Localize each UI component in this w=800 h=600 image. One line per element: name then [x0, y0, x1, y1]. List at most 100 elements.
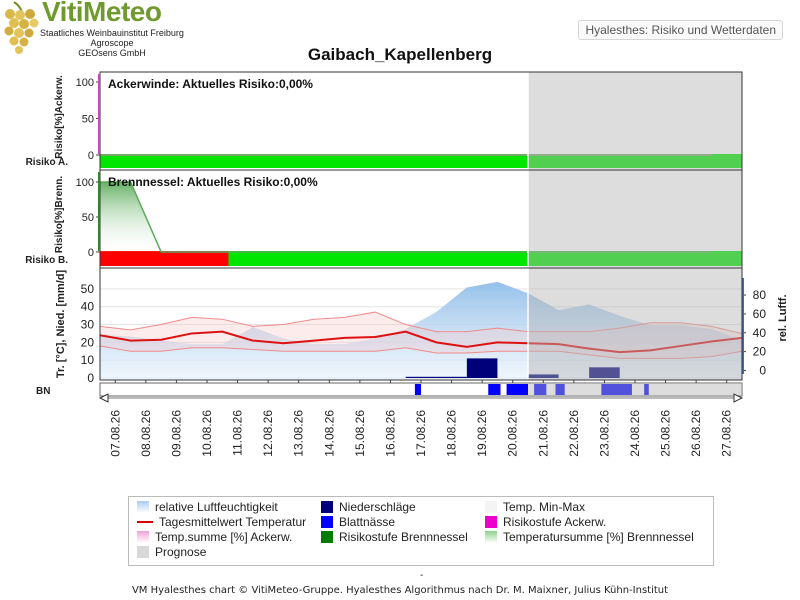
prognose-shade — [528, 170, 742, 268]
risk-band-segment — [388, 251, 422, 266]
x-tick-label: 19.08.26 — [475, 410, 489, 457]
panel-1-background — [100, 72, 742, 170]
x-tick-label: 15.08.26 — [353, 410, 367, 457]
legend-swatch — [137, 546, 149, 558]
y-tick-label-left: 40 — [81, 300, 95, 314]
risk-band-segment — [517, 154, 550, 168]
risk-band-segment — [356, 154, 390, 168]
scroll-right-icon — [733, 393, 744, 403]
x-tick-label: 11.08.26 — [231, 410, 245, 456]
legend-label: Risikostufe Brennnessel — [339, 530, 468, 544]
blattnaesse-bar — [601, 384, 632, 395]
risk-band-segment — [132, 251, 165, 266]
legend-swatch — [485, 516, 497, 528]
legend-label: Prognose — [155, 545, 207, 559]
legend-item: relative Luftfeuchtigkeit — [137, 500, 278, 515]
legend-label: Temp. Min-Max — [503, 500, 586, 514]
y-tick-label: 0 — [88, 150, 94, 162]
x-tick-label: 23.08.26 — [597, 410, 611, 457]
risk-band-segment — [260, 154, 294, 168]
x-tick-label: 13.08.26 — [292, 410, 306, 457]
risk-band-segment — [164, 154, 197, 168]
footer-dash: - — [420, 570, 424, 581]
risk-band-segment — [485, 154, 518, 168]
panel-2-risk-label: Brennnessel: Aktuelles Risiko:0,00% — [108, 175, 318, 189]
risk-band-segment — [517, 251, 550, 266]
risk-band-segment — [709, 251, 743, 266]
temp-max-line — [99, 311, 743, 334]
risk-band-segment — [645, 154, 679, 168]
logo-wordmark: VitiMeteo — [42, 0, 162, 27]
risk-band-segment — [709, 154, 743, 168]
risk-band-segment — [388, 154, 422, 168]
x-tick-label: 18.08.26 — [445, 410, 459, 457]
risk-band-segment — [677, 154, 711, 168]
legend-swatch — [321, 501, 333, 513]
x-tick-label: 12.08.26 — [261, 410, 275, 457]
blattnaesse-bar — [414, 384, 421, 395]
logo-line-1: Staatliches Weinbauinstitut Freiburg — [40, 28, 184, 38]
prognose-shade — [528, 268, 742, 380]
x-tick-label: 09.08.26 — [169, 410, 183, 457]
blattnaesse-bar — [534, 384, 547, 395]
risk-band-segment — [196, 251, 229, 266]
chart-legend: relative Luftfeuchtigkeit Niederschläge Te… — [128, 496, 714, 566]
risk-band-segment — [485, 251, 518, 266]
risk-band-segment — [260, 251, 294, 266]
risk-band-segment — [581, 251, 615, 266]
x-tick-label: 21.08.26 — [536, 410, 550, 457]
legend-label: Temperatursumme [%] Brennnessel — [503, 530, 694, 544]
risk-band-segment — [228, 154, 261, 168]
legend-item: Temp.summe [%] Ackerw. — [137, 530, 292, 545]
risk-band-segment — [292, 251, 326, 266]
risk-band-segment — [645, 251, 679, 266]
legend-item: Temperatursumme [%] Brennnessel — [485, 530, 694, 545]
legend-label: Temp.summe [%] Ackerw. — [155, 530, 293, 544]
legend-item: Risikostufe Brennnessel — [321, 530, 468, 545]
risk-band-segment — [421, 154, 454, 168]
y-tick-label: 0 — [88, 247, 94, 259]
legend-item: Niederschläge — [321, 500, 416, 515]
y-tick-label-right: 40 — [753, 326, 767, 340]
bn-label: BN — [36, 386, 50, 397]
x-tick-label: 17.08.26 — [414, 410, 428, 457]
scroll-left-icon — [98, 393, 109, 403]
x-tick-label: 22.08.26 — [567, 410, 581, 457]
legend-swatch — [137, 531, 149, 543]
risk-band-segment — [581, 154, 615, 168]
legend-label: relative Luftfeuchtigkeit — [155, 500, 278, 514]
risk-band-segment — [228, 251, 261, 266]
niederschlag-bar — [405, 376, 437, 378]
y-tick-label-right: 80 — [753, 288, 767, 302]
risk-band-segment — [677, 251, 711, 266]
niederschlag-bar — [528, 374, 559, 378]
risk-band-segment — [292, 154, 326, 168]
panel-2-band-label: Risiko B. — [25, 255, 68, 266]
blattnaesse-bar — [555, 384, 565, 395]
chart-type-chip[interactable]: Hyalesthes: Risiko und Wetterdaten — [578, 20, 783, 40]
legend-item: Blattnässe — [321, 515, 395, 530]
legend-item: Temp. Min-Max — [485, 500, 585, 515]
chart-title: Gaibach_Kapellenberg — [308, 45, 492, 64]
panel-1-risk-label: Ackerwinde: Aktuelles Risiko:0,00% — [108, 77, 313, 91]
x-tick-label: 27.08.26 — [720, 410, 734, 457]
risk-band-segment — [549, 154, 582, 168]
legend-item: Prognose — [137, 545, 206, 560]
prognose-shade — [528, 383, 742, 396]
risk-band-segment — [549, 251, 582, 266]
legend-label: Niederschläge — [339, 500, 416, 514]
blattnaesse-bar — [506, 384, 528, 395]
niederschlag-bar — [589, 367, 620, 378]
x-tick-label: 26.08.26 — [689, 410, 703, 457]
x-tick-label: 25.08.26 — [659, 410, 673, 457]
risk-band-segment — [132, 154, 165, 168]
legend-swatch — [321, 516, 333, 528]
legend-swatch — [137, 521, 153, 523]
grape-icon — [4, 1, 39, 54]
legend-swatch — [485, 531, 497, 543]
panel-2-ylabel: Risiko[%]Brenn. — [54, 176, 65, 253]
risk-band-segment — [613, 251, 647, 266]
y-tick-label-left: 20 — [81, 335, 95, 349]
legend-item: Risikostufe Ackerw. — [485, 515, 606, 530]
